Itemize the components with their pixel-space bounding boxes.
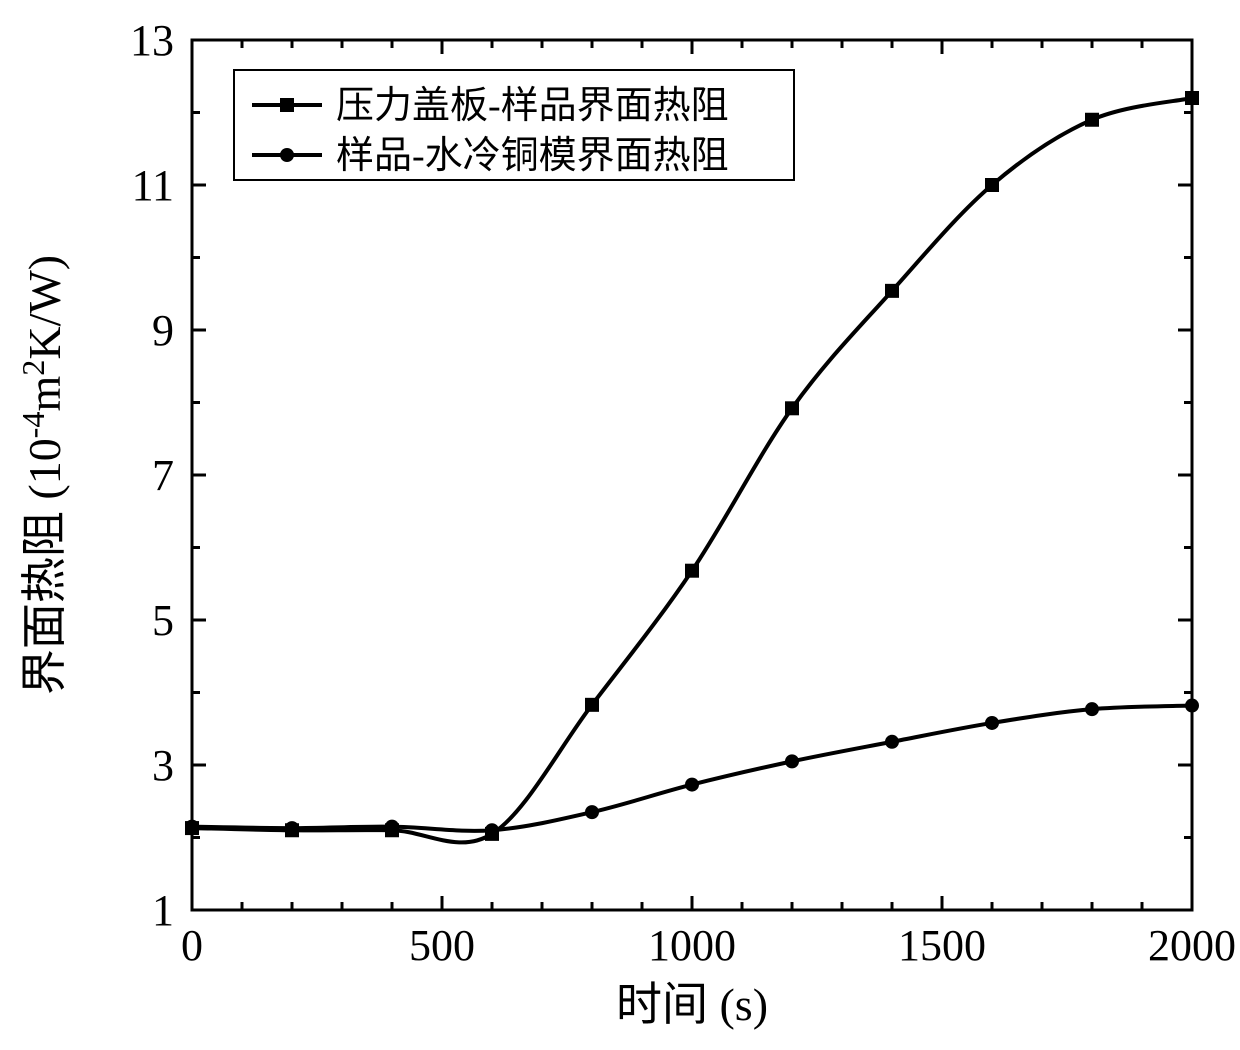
marker-circle <box>685 778 699 792</box>
y-tick-label: 7 <box>152 451 174 500</box>
legend-marker-square <box>280 98 294 112</box>
marker-square <box>585 698 599 712</box>
y-tick-label: 13 <box>130 16 174 65</box>
y-tick-label: 11 <box>132 161 174 210</box>
legend-marker-circle <box>280 148 294 162</box>
y-tick-label: 1 <box>152 886 174 935</box>
x-axis-label: 时间 (s) <box>616 979 768 1030</box>
x-tick-label: 2000 <box>1148 921 1236 970</box>
y-tick-label: 3 <box>152 741 174 790</box>
y-axis-label: 界面热阻 (10-4m2K/W) <box>15 255 70 695</box>
marker-square <box>1185 91 1199 105</box>
y-tick-label: 9 <box>152 306 174 355</box>
marker-square <box>885 284 899 298</box>
marker-square <box>1085 113 1099 127</box>
x-tick-label: 500 <box>409 921 475 970</box>
marker-circle <box>885 735 899 749</box>
marker-square <box>785 401 799 415</box>
x-tick-label: 1500 <box>898 921 986 970</box>
marker-circle <box>185 820 199 834</box>
x-tick-label: 1000 <box>648 921 736 970</box>
marker-square <box>685 564 699 578</box>
marker-circle <box>485 823 499 837</box>
marker-circle <box>1085 702 1099 716</box>
marker-circle <box>1185 699 1199 713</box>
legend-label: 压力盖板-样品界面热阻 <box>336 85 729 127</box>
marker-circle <box>585 805 599 819</box>
marker-circle <box>785 754 799 768</box>
marker-square <box>985 178 999 192</box>
marker-circle <box>385 820 399 834</box>
x-tick-label: 0 <box>181 921 203 970</box>
y-tick-label: 5 <box>152 596 174 645</box>
chart-svg: 0500100015002000135791113时间 (s)界面热阻 (10-… <box>0 0 1240 1050</box>
marker-circle <box>985 716 999 730</box>
chart-container: 0500100015002000135791113时间 (s)界面热阻 (10-… <box>0 0 1240 1050</box>
legend-label: 样品-水冷铜模界面热阻 <box>336 135 729 177</box>
marker-circle <box>285 821 299 835</box>
